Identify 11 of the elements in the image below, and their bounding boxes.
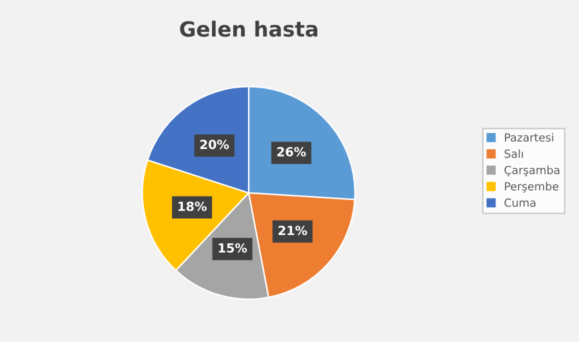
data-label: 26% — [277, 147, 306, 156]
data-label: 20% — [200, 140, 229, 150]
legend-label: Cuma — [504, 198, 536, 207]
data-label: 15% — [218, 243, 247, 253]
chart-title: Gelen hasta — [180, 20, 318, 37]
data-label: 21% — [278, 226, 308, 236]
data-label: 18% — [178, 202, 207, 212]
legend-label: Pazartesi — [504, 133, 554, 142]
legend-label: Salı — [504, 149, 523, 158]
legend-label: Çarşamba — [504, 166, 560, 176]
legend-label: Perşembe — [504, 182, 558, 193]
